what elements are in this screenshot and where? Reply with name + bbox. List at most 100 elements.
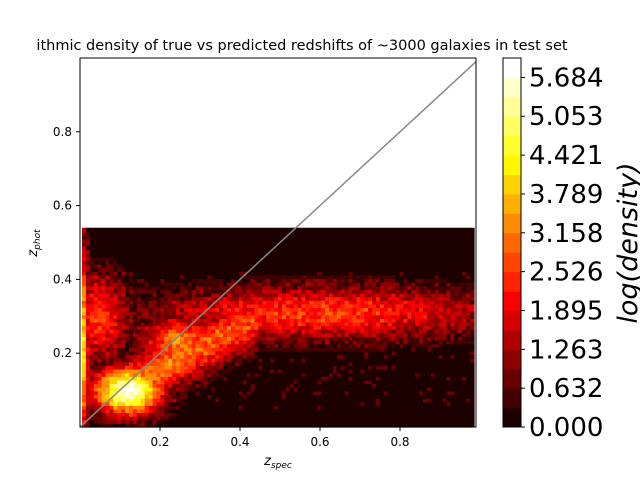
heat-cell — [207, 347, 212, 351]
heat-cell — [384, 271, 389, 275]
heat-cell — [223, 387, 228, 391]
heat-cell — [309, 282, 314, 286]
heat-cell — [156, 268, 161, 272]
heat-cell — [109, 271, 114, 275]
heat-cell — [196, 235, 201, 239]
heat-cell — [392, 398, 397, 402]
heat-cell — [172, 307, 177, 311]
heat-cell — [231, 398, 236, 402]
heat-cell — [396, 355, 401, 359]
heat-cell — [376, 344, 381, 348]
heat-cell — [215, 380, 220, 384]
heat-cell — [274, 300, 279, 304]
heat-cell — [121, 286, 126, 290]
heat-cell — [364, 369, 369, 373]
heat-cell — [270, 326, 275, 330]
heat-cell — [239, 376, 244, 380]
heat-cell — [427, 300, 432, 304]
heat-cell — [160, 307, 165, 311]
heat-cell — [290, 369, 295, 373]
heat-cell — [86, 380, 91, 384]
heat-cell — [266, 405, 271, 409]
heat-cell — [258, 278, 263, 282]
heat-cell — [345, 394, 350, 398]
heat-cell — [313, 398, 318, 402]
heat-cell — [392, 355, 397, 359]
heat-cell — [137, 260, 142, 264]
heat-cell — [149, 300, 154, 304]
heat-cell — [309, 300, 314, 304]
heat-cell — [388, 322, 393, 326]
heat-cell — [352, 300, 357, 304]
heat-cell — [266, 413, 271, 417]
heat-cell — [86, 297, 91, 301]
heat-cell — [137, 322, 142, 326]
heat-cell — [349, 286, 354, 290]
heat-cell — [82, 297, 87, 301]
heat-cell — [364, 355, 369, 359]
heat-cell — [98, 315, 103, 319]
heat-cell — [176, 347, 181, 351]
heat-cell — [392, 315, 397, 319]
heat-cell — [423, 405, 428, 409]
heat-cell — [235, 398, 240, 402]
heat-cell — [427, 311, 432, 315]
heat-cell — [247, 231, 252, 235]
heat-cell — [94, 376, 99, 380]
heat-cell — [396, 369, 401, 373]
heat-cell — [337, 376, 342, 380]
heat-cell — [113, 249, 118, 253]
heat-cell — [305, 384, 310, 388]
heat-cell — [223, 271, 228, 275]
heat-cell — [392, 340, 397, 344]
heat-cell — [207, 369, 212, 373]
heat-cell — [298, 387, 303, 391]
heat-cell — [160, 344, 165, 348]
heat-cell — [109, 333, 114, 337]
heat-cell — [415, 242, 420, 246]
heat-cell — [168, 326, 173, 330]
heat-cell — [286, 387, 291, 391]
heat-cell — [286, 376, 291, 380]
heat-cell — [153, 268, 158, 272]
heat-cell — [106, 311, 111, 315]
heat-cell — [333, 391, 338, 395]
heat-cell — [164, 275, 169, 279]
heat-cell — [251, 286, 256, 290]
heat-cell — [251, 289, 256, 293]
heat-cell — [102, 307, 107, 311]
heat-cell — [298, 235, 303, 239]
heat-cell — [329, 365, 334, 369]
heat-cell — [109, 311, 114, 315]
heat-cell — [415, 307, 420, 311]
heat-cell — [270, 231, 275, 235]
heat-cell — [356, 228, 361, 232]
heat-cell — [86, 322, 91, 326]
heat-cell — [164, 311, 169, 315]
heat-cell — [298, 246, 303, 250]
heat-cell — [349, 264, 354, 268]
heat-cell — [266, 416, 271, 420]
heat-cell — [329, 344, 334, 348]
heat-cell — [415, 311, 420, 315]
heat-cell — [129, 228, 134, 232]
heat-cell — [106, 333, 111, 337]
heat-cell — [427, 355, 432, 359]
heat-cell — [121, 249, 126, 253]
heat-cell — [180, 271, 185, 275]
heat-cell — [356, 249, 361, 253]
heat-cell — [380, 376, 385, 380]
heat-cell — [94, 300, 99, 304]
heat-cell — [364, 268, 369, 272]
heat-cell — [294, 268, 299, 272]
heat-cell — [98, 253, 103, 257]
heat-cell — [403, 416, 408, 420]
heat-cell — [239, 293, 244, 297]
heat-cell — [384, 264, 389, 268]
heat-cell — [86, 347, 91, 351]
heat-cell — [345, 420, 350, 424]
heat-cell — [325, 362, 330, 366]
heat-cell — [86, 278, 91, 282]
heat-cell — [192, 260, 197, 264]
heat-cell — [380, 384, 385, 388]
